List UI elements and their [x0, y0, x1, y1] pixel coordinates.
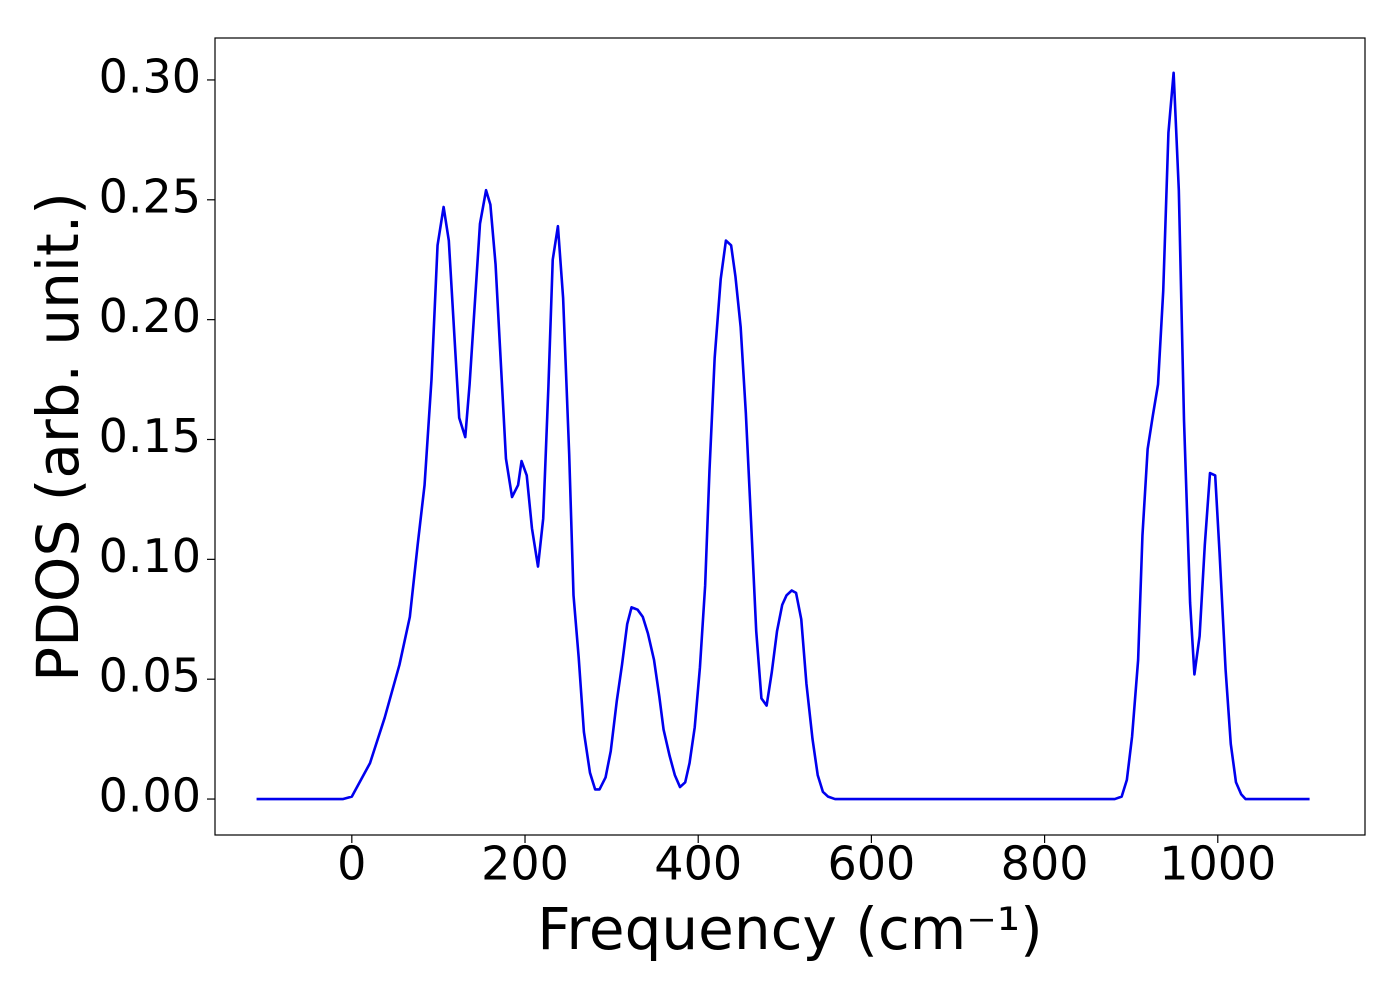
- y-axis-label: PDOS (arb. unit.): [24, 192, 92, 682]
- x-axis-label: Frequency (cm⁻¹): [537, 895, 1043, 963]
- y-tick-label: 0.00: [99, 769, 201, 823]
- y-tick-label: 0.25: [99, 169, 201, 223]
- y-tick-label: 0.20: [99, 289, 201, 343]
- x-tick-label: 400: [654, 837, 742, 891]
- y-tick-label: 0.05: [99, 649, 201, 703]
- y-tick-label: 0.10: [99, 529, 201, 583]
- x-tick-label: 800: [1001, 837, 1089, 891]
- x-tick-label: 1000: [1159, 837, 1276, 891]
- x-tick-label: 200: [481, 837, 569, 891]
- pdos-line: [256, 71, 1310, 801]
- y-tick-label: 0.30: [99, 49, 201, 103]
- plot-frame: [214, 37, 1366, 836]
- x-tick-label: 600: [827, 837, 915, 891]
- x-tick-label: 0: [337, 837, 366, 891]
- y-tick-label: 0.15: [99, 409, 201, 463]
